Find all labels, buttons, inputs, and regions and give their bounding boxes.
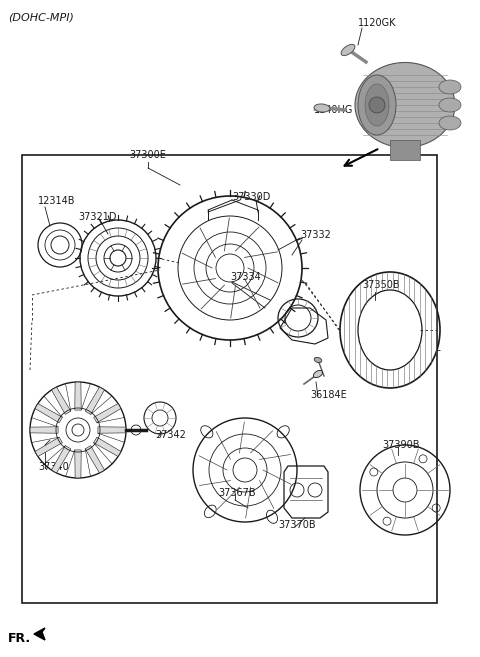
Text: 37370B: 37370B xyxy=(278,520,316,530)
Polygon shape xyxy=(85,445,105,473)
Text: 37321D: 37321D xyxy=(78,212,117,222)
Ellipse shape xyxy=(439,98,461,112)
Text: 36184E: 36184E xyxy=(310,390,347,400)
Text: (DOHC-MPI): (DOHC-MPI) xyxy=(8,12,74,22)
Circle shape xyxy=(369,97,385,113)
Polygon shape xyxy=(75,382,81,410)
Polygon shape xyxy=(94,437,121,457)
Polygon shape xyxy=(30,427,58,433)
Polygon shape xyxy=(51,445,71,473)
Polygon shape xyxy=(94,403,121,423)
Ellipse shape xyxy=(313,371,323,378)
Polygon shape xyxy=(51,387,71,415)
Text: 12314B: 12314B xyxy=(38,196,75,206)
Text: 37332: 37332 xyxy=(300,230,331,240)
Text: 37340: 37340 xyxy=(38,462,69,472)
Polygon shape xyxy=(85,387,105,415)
Text: 37350B: 37350B xyxy=(362,280,400,290)
Text: FR.: FR. xyxy=(8,631,31,645)
Bar xyxy=(390,140,420,160)
Ellipse shape xyxy=(365,84,389,126)
Ellipse shape xyxy=(355,62,455,148)
Text: 37300E: 37300E xyxy=(130,150,167,160)
Text: 37330D: 37330D xyxy=(232,192,270,202)
Polygon shape xyxy=(35,403,62,423)
Text: 37367B: 37367B xyxy=(218,488,256,498)
Text: 37334: 37334 xyxy=(230,272,261,282)
Ellipse shape xyxy=(341,45,355,56)
Ellipse shape xyxy=(314,357,322,363)
Polygon shape xyxy=(98,427,126,433)
Polygon shape xyxy=(35,437,62,457)
Polygon shape xyxy=(34,628,45,640)
Ellipse shape xyxy=(314,104,330,112)
Ellipse shape xyxy=(358,75,396,135)
Ellipse shape xyxy=(439,80,461,94)
Polygon shape xyxy=(75,450,81,478)
Text: 1120GK: 1120GK xyxy=(358,18,396,28)
Text: 37390B: 37390B xyxy=(382,440,420,450)
Text: 37342: 37342 xyxy=(155,430,186,440)
Bar xyxy=(22,155,437,603)
Ellipse shape xyxy=(439,116,461,130)
Text: 1140HG: 1140HG xyxy=(314,105,353,115)
